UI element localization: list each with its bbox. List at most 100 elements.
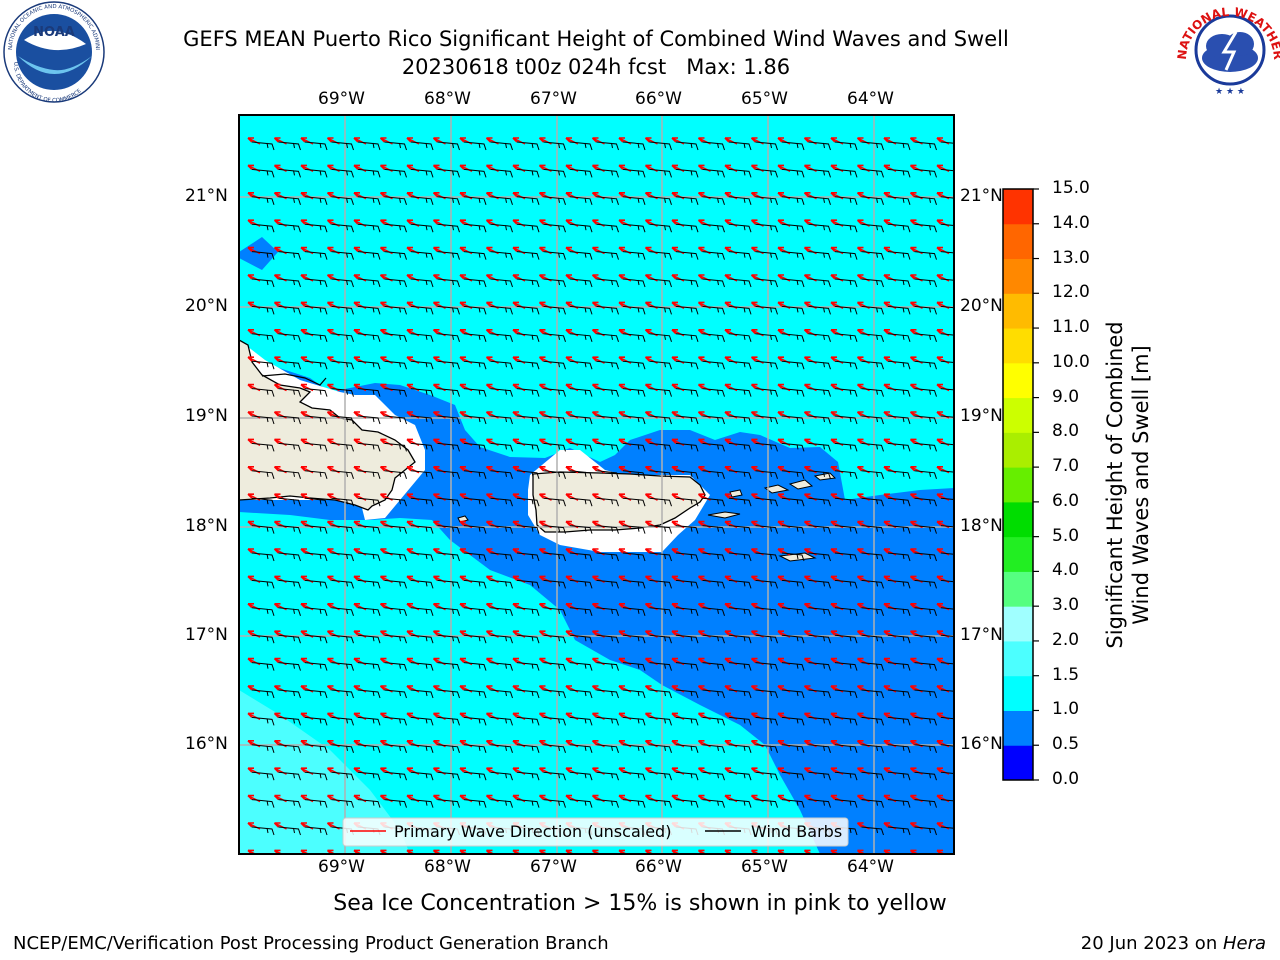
wave-arrow-head (247, 657, 254, 664)
wind-barb (781, 360, 805, 370)
wind-barb (914, 662, 937, 671)
wind-barb (251, 744, 275, 753)
wind-barb (940, 634, 954, 638)
wind-barb (543, 716, 566, 726)
wave-arrow-head (909, 137, 917, 143)
wave-arrow-head (883, 466, 890, 472)
colorbar-tick-label: 15.0 (1052, 178, 1090, 198)
wind-barb (278, 470, 301, 479)
wave-arrow-head (247, 466, 254, 472)
island-culebra (729, 489, 743, 498)
wind-barb (516, 470, 540, 479)
wind-barb (596, 168, 619, 178)
wave-arrow-head (671, 356, 678, 362)
colorbar-segment (1003, 640, 1033, 677)
wind-barb (331, 771, 354, 781)
wave-arrow-head (326, 137, 334, 143)
wave-arrow-head (671, 575, 678, 581)
wave-arrow-head (909, 493, 917, 499)
wave-arrow-head (909, 274, 917, 280)
wave-arrow-head (485, 603, 493, 609)
wave-arrow-head (618, 685, 625, 691)
wave-arrow-head (379, 411, 387, 417)
wave-arrow-head (591, 137, 599, 143)
wind-barb (251, 552, 275, 562)
wind-barb (649, 388, 672, 397)
wind-barb (728, 771, 752, 781)
hispaniola-north-coast (261, 373, 327, 386)
wave-arrow-head (883, 794, 890, 801)
wave-arrow-head (512, 329, 519, 335)
wind-barb (887, 497, 911, 507)
wave-arrow-head (644, 575, 652, 581)
wind-barb (278, 634, 301, 644)
wind-barb (490, 470, 513, 479)
wave-arrow-head (856, 356, 864, 362)
wind-barb (834, 333, 858, 342)
wind-barb (410, 333, 434, 342)
wave-arrow-head (936, 356, 943, 362)
wind-barb (702, 552, 725, 562)
wind-barb (516, 333, 540, 342)
wave-arrow-head (406, 301, 413, 307)
wave-arrow-head (777, 383, 784, 390)
wave-arrow-head (538, 274, 546, 280)
wind-barb (702, 415, 725, 425)
wave-arrow-head (724, 219, 731, 225)
lat-label-left-16n: 16°N (185, 734, 228, 754)
wind-barb (304, 799, 328, 808)
wave-arrow-head (379, 603, 387, 609)
wave-arrow-head (459, 575, 466, 581)
wave-arrow-head (432, 712, 440, 718)
wave-arrow-head (300, 301, 307, 307)
wave-arrow-head (697, 493, 705, 499)
wave-arrow-head (803, 438, 811, 444)
wave-arrow-head (273, 548, 281, 554)
wind-barb (940, 278, 954, 281)
wave-arrow-head (565, 740, 572, 746)
wind-barb (675, 196, 699, 205)
wind-barb (331, 470, 354, 479)
wind-barb (596, 278, 619, 288)
wind-barb (781, 771, 805, 781)
colorbar-tick-label: 7.0 (1052, 456, 1080, 477)
wind-barb (278, 305, 301, 315)
colorbar-tick-label: 1.5 (1052, 664, 1080, 685)
wave-arrow-head (671, 685, 678, 691)
wave-arrow-head (697, 657, 705, 664)
wave-arrow-head (644, 794, 652, 801)
wave-arrow-head (565, 137, 572, 143)
wind-barb (702, 607, 725, 616)
wind-barb (622, 662, 646, 671)
wave-arrow-head (565, 383, 572, 390)
wave-arrow-head (406, 137, 413, 143)
wave-arrow-head (459, 356, 466, 362)
wave-arrow-head (830, 356, 837, 362)
wind-barb (861, 415, 884, 425)
wind-barb (914, 141, 937, 151)
wind-barb (569, 196, 593, 205)
wind-barb (781, 497, 805, 507)
wave-arrow-head (830, 383, 837, 390)
colorbar-tick-label: 3.0 (1052, 595, 1080, 616)
wind-barb (437, 388, 460, 397)
wind-barb (914, 689, 937, 699)
wind-barb (410, 196, 434, 205)
wave-arrow-head (883, 630, 890, 636)
wind-barb (649, 196, 672, 205)
wind-barb (622, 799, 646, 808)
wave-arrow-head (777, 329, 784, 335)
wind-barb (728, 223, 752, 233)
wave-arrow-head (459, 493, 466, 499)
wind-barb (914, 634, 937, 644)
wave-arrow-head (300, 356, 307, 362)
wind-barb (384, 552, 407, 562)
wind-barb (437, 634, 460, 644)
wave-arrow-head (273, 383, 281, 390)
wave-arrow-head (432, 657, 440, 664)
wave-arrow-head (909, 219, 917, 225)
wind-barb (702, 196, 725, 205)
wind-barb (861, 744, 884, 753)
wave-arrow-head (326, 246, 334, 253)
wave-arrow-head (353, 411, 360, 417)
